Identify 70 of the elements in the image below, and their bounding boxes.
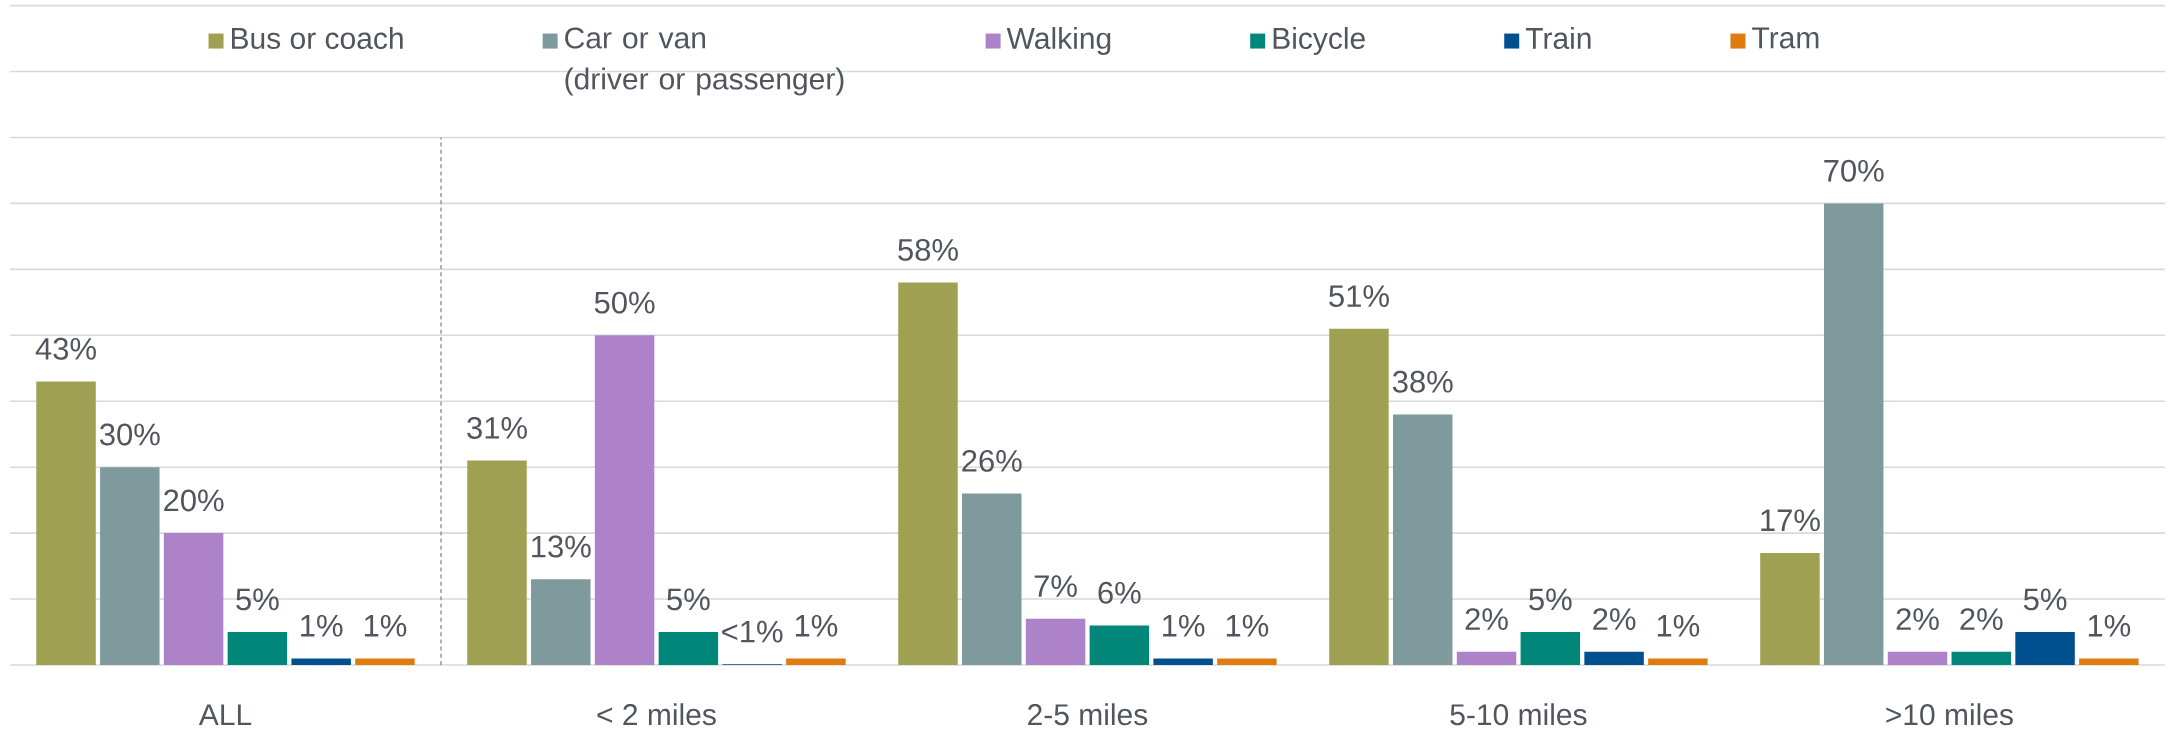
x-tick-label: 2-5 miles xyxy=(1028,703,1148,726)
legend-label: Walking xyxy=(1006,26,1111,55)
legend-label: Bus or coach xyxy=(231,26,403,50)
bar xyxy=(1823,203,1884,665)
data-label: 5% xyxy=(2023,588,2067,611)
bar xyxy=(594,335,655,665)
data-label: 1% xyxy=(1226,614,1269,637)
data-label: 31% xyxy=(467,416,527,439)
bar xyxy=(1760,552,1820,665)
data-label: 58% xyxy=(898,238,958,261)
bar xyxy=(1456,651,1517,665)
bar xyxy=(1025,618,1086,665)
bar xyxy=(467,460,527,665)
bar xyxy=(163,533,224,665)
data-label: 50% xyxy=(594,291,655,314)
bar xyxy=(1153,658,1213,665)
data-label: 2% xyxy=(1896,608,1939,630)
data-label: 51% xyxy=(1329,285,1389,308)
bar xyxy=(658,632,719,665)
data-label: 26% xyxy=(962,449,1022,472)
bar xyxy=(291,658,351,665)
x-tick-label: < 2 miles xyxy=(597,703,716,726)
data-label: 2% xyxy=(1465,608,1508,630)
bar xyxy=(100,467,160,665)
data-label: 1% xyxy=(1657,614,1700,637)
legend-label: Car or van (driver or passenger) xyxy=(565,27,844,96)
data-label: 70% xyxy=(1824,159,1884,182)
bar xyxy=(1648,658,1708,665)
legend-label: Bicycle xyxy=(1273,26,1365,55)
bar xyxy=(1584,651,1644,665)
bar xyxy=(1951,651,2012,665)
bar xyxy=(227,632,288,665)
x-tick-label: 5-10 miles xyxy=(1450,703,1587,726)
data-label: 5% xyxy=(667,588,710,611)
data-label: 1% xyxy=(2088,614,2131,637)
data-label: 2% xyxy=(1960,608,2003,630)
data-label: 1% xyxy=(301,614,343,637)
bar xyxy=(355,658,415,665)
data-label: 5% xyxy=(236,588,279,611)
data-label: 17% xyxy=(1761,509,1820,532)
bar xyxy=(962,493,1022,665)
data-label: 1% xyxy=(1163,614,1205,637)
data-label: <1% xyxy=(722,620,783,643)
bar xyxy=(1393,414,1453,665)
legend-label: Tram xyxy=(1752,27,1819,49)
data-label: 7% xyxy=(1034,575,1077,598)
bar xyxy=(1089,625,1150,665)
data-label: 2% xyxy=(1593,608,1636,630)
data-label: 30% xyxy=(99,423,160,446)
bar xyxy=(786,658,846,665)
bar xyxy=(1887,651,1948,665)
data-label: 13% xyxy=(532,535,591,558)
bar xyxy=(898,282,958,665)
bar xyxy=(1217,658,1277,665)
data-label: 20% xyxy=(164,489,224,512)
x-tick-label: ALL xyxy=(198,704,252,725)
bar xyxy=(1520,632,1581,665)
bar xyxy=(1329,328,1389,665)
bar xyxy=(36,381,96,665)
data-label: 38% xyxy=(1392,370,1453,393)
data-label: 6% xyxy=(1098,581,1141,604)
bar xyxy=(2015,632,2075,665)
legend-label: Train xyxy=(1525,26,1591,50)
bar xyxy=(2079,658,2139,665)
data-label: 1% xyxy=(795,614,838,637)
x-tick-label: >10 miles xyxy=(1886,703,2013,726)
data-label: 43% xyxy=(35,337,96,360)
data-label: 5% xyxy=(1529,588,1572,611)
bar xyxy=(531,579,591,665)
data-label: 1% xyxy=(364,614,407,637)
